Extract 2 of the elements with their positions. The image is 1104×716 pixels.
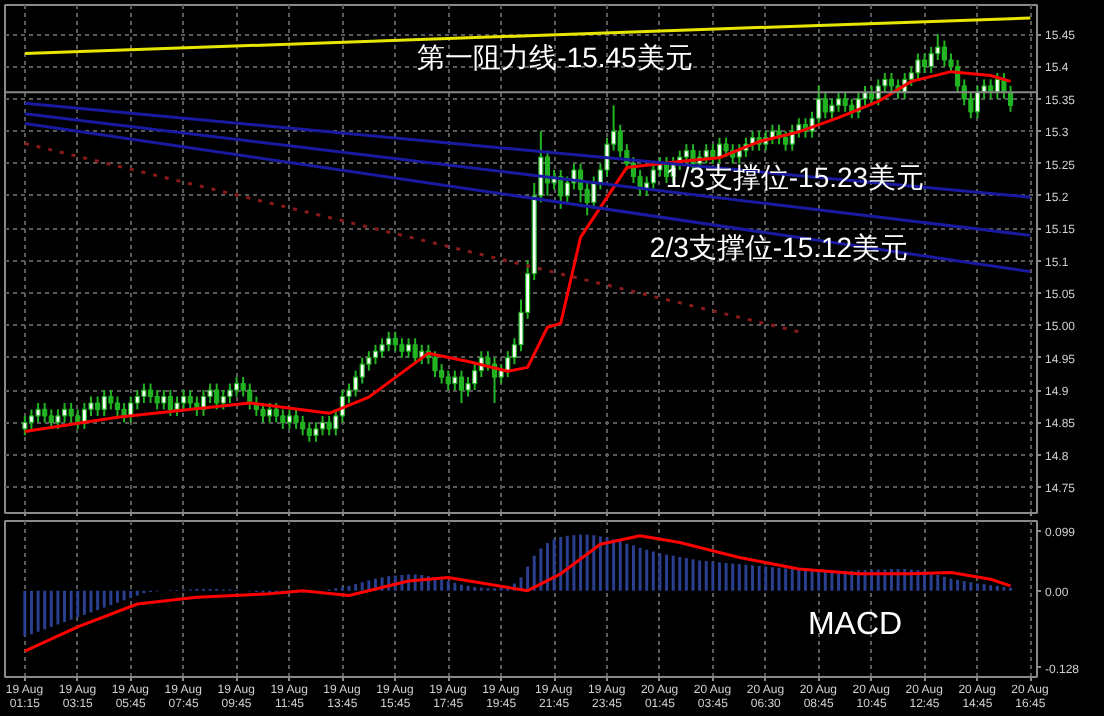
annotation: 第一阻力线-15.45美元 (417, 41, 693, 73)
annotation: MACD (807, 608, 903, 642)
